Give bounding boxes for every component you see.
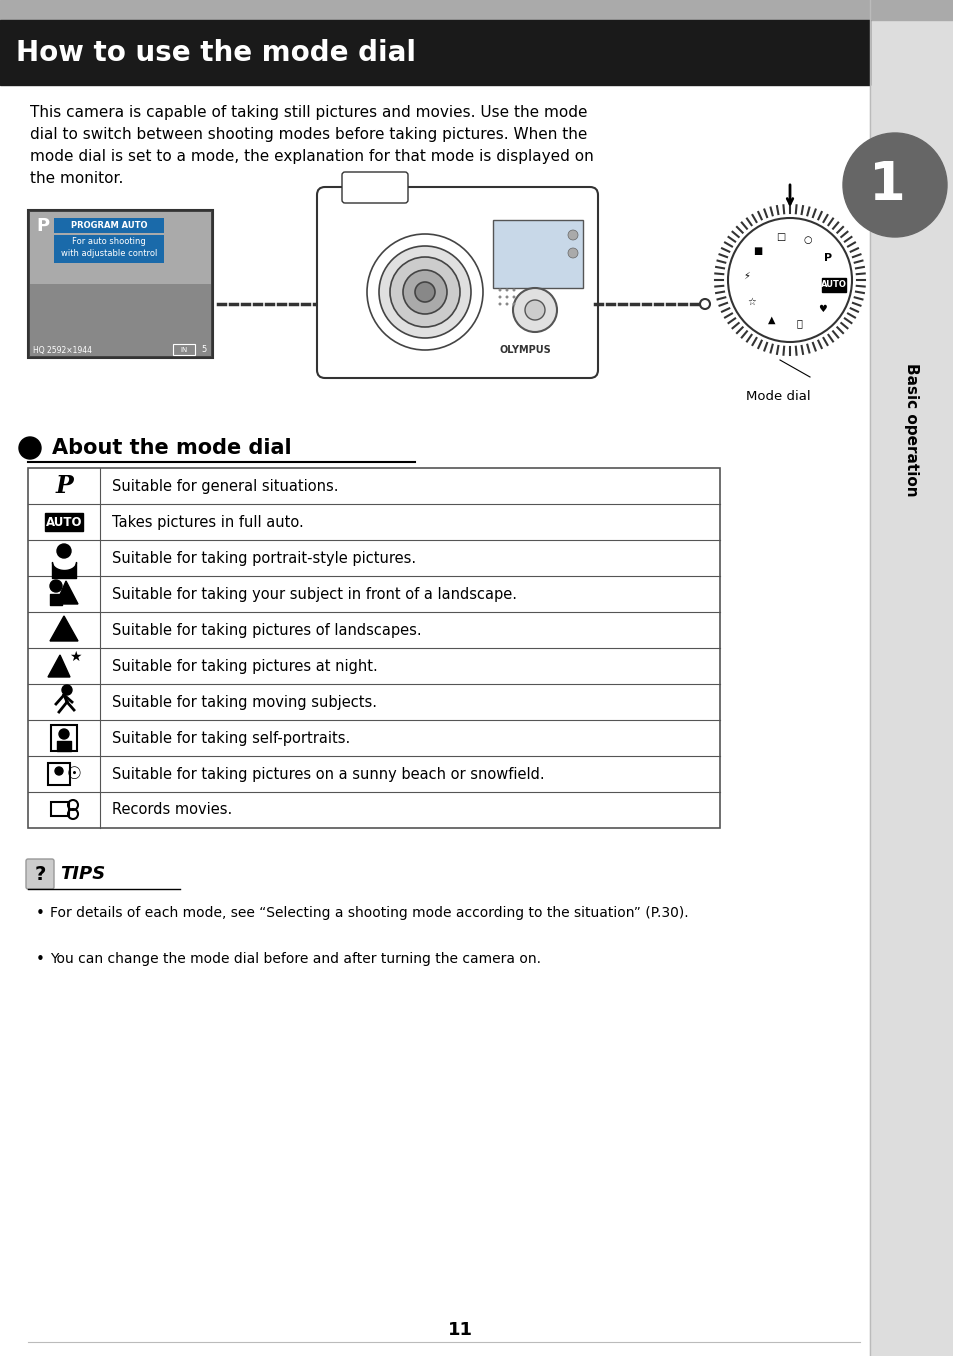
Circle shape <box>367 235 482 350</box>
Text: •: • <box>36 906 45 921</box>
Text: ☉: ☉ <box>67 765 81 782</box>
Text: Suitable for taking pictures at night.: Suitable for taking pictures at night. <box>112 659 377 674</box>
Circle shape <box>524 300 544 320</box>
Text: OLYMPUS: OLYMPUS <box>499 344 551 355</box>
Bar <box>0 20 869 85</box>
Text: ⛰: ⛰ <box>796 319 801 328</box>
Bar <box>48 763 70 785</box>
Text: HQ 2592×1944: HQ 2592×1944 <box>33 347 91 355</box>
Circle shape <box>57 544 71 559</box>
Text: IN: IN <box>180 347 188 353</box>
Circle shape <box>55 767 63 776</box>
Circle shape <box>512 302 515 305</box>
Text: ○: ○ <box>802 235 811 245</box>
Polygon shape <box>50 616 78 641</box>
Circle shape <box>378 245 471 338</box>
FancyBboxPatch shape <box>341 172 408 203</box>
Bar <box>54 218 164 233</box>
Bar <box>28 468 720 829</box>
Circle shape <box>505 302 508 305</box>
Polygon shape <box>56 580 78 603</box>
Text: P: P <box>823 254 831 263</box>
Text: ■: ■ <box>752 245 761 255</box>
Bar <box>54 235 164 263</box>
Text: with adjustable control: with adjustable control <box>61 248 157 258</box>
Text: ▲: ▲ <box>767 315 775 325</box>
Circle shape <box>498 296 501 298</box>
Text: Suitable for taking moving subjects.: Suitable for taking moving subjects. <box>112 694 376 709</box>
Text: Suitable for taking portrait-style pictures.: Suitable for taking portrait-style pictu… <box>112 551 416 565</box>
Text: This camera is capable of taking still pictures and movies. Use the mode: This camera is capable of taking still p… <box>30 104 587 119</box>
Circle shape <box>512 296 515 298</box>
Text: AUTO: AUTO <box>46 515 82 529</box>
Text: P: P <box>55 475 72 498</box>
Circle shape <box>390 258 459 327</box>
Text: Suitable for general situations.: Suitable for general situations. <box>112 479 338 494</box>
Text: Records movies.: Records movies. <box>112 803 232 818</box>
Text: Suitable for taking self-portraits.: Suitable for taking self-portraits. <box>112 731 350 746</box>
Text: Basic operation: Basic operation <box>903 363 919 496</box>
Circle shape <box>19 437 41 458</box>
Circle shape <box>50 580 62 593</box>
Text: Takes pictures in full auto.: Takes pictures in full auto. <box>112 514 303 529</box>
Circle shape <box>498 302 501 305</box>
Circle shape <box>567 231 578 240</box>
Text: mode dial is set to a mode, the explanation for that mode is displayed on: mode dial is set to a mode, the explanat… <box>30 149 593 164</box>
Bar <box>493 220 582 287</box>
Circle shape <box>402 270 447 315</box>
FancyBboxPatch shape <box>26 858 54 890</box>
Bar <box>821 278 845 292</box>
Bar <box>51 725 77 751</box>
Text: ?: ? <box>34 865 46 884</box>
Text: For details of each mode, see “Selecting a shooting mode according to the situat: For details of each mode, see “Selecting… <box>50 906 688 919</box>
Text: ♥: ♥ <box>818 305 826 315</box>
Text: TIPS: TIPS <box>60 865 105 883</box>
Circle shape <box>62 685 71 696</box>
Bar <box>30 212 211 283</box>
Text: ★: ★ <box>69 650 81 664</box>
Bar <box>51 801 69 816</box>
Text: ☆: ☆ <box>747 297 756 306</box>
Bar <box>869 0 953 1356</box>
Bar <box>30 212 211 357</box>
Text: Suitable for taking pictures on a sunny beach or snowfield.: Suitable for taking pictures on a sunny … <box>112 766 544 781</box>
Circle shape <box>498 289 501 292</box>
Text: You can change the mode dial before and after turning the camera on.: You can change the mode dial before and … <box>50 952 540 965</box>
Bar <box>0 0 953 20</box>
Text: 5: 5 <box>201 346 206 354</box>
Circle shape <box>567 248 578 258</box>
FancyBboxPatch shape <box>316 187 598 378</box>
Circle shape <box>505 296 508 298</box>
Text: Suitable for taking pictures of landscapes.: Suitable for taking pictures of landscap… <box>112 622 421 637</box>
Circle shape <box>59 730 69 739</box>
Text: P: P <box>36 217 49 235</box>
Text: Mode dial: Mode dial <box>745 391 809 403</box>
Text: PROGRAM AUTO: PROGRAM AUTO <box>71 221 147 231</box>
Text: dial to switch between shooting modes before taking pictures. When the: dial to switch between shooting modes be… <box>30 127 587 142</box>
Bar <box>172 344 194 355</box>
Text: For auto shooting: For auto shooting <box>72 237 146 247</box>
Text: 1: 1 <box>868 159 904 212</box>
Text: AUTO: AUTO <box>820 281 846 289</box>
Circle shape <box>727 218 851 342</box>
Bar <box>45 513 83 532</box>
Circle shape <box>842 133 946 237</box>
Circle shape <box>700 300 709 309</box>
Text: □: □ <box>776 232 784 241</box>
Circle shape <box>512 289 515 292</box>
Circle shape <box>505 289 508 292</box>
Text: About the mode dial: About the mode dial <box>52 438 292 458</box>
Text: 11: 11 <box>447 1321 472 1338</box>
Circle shape <box>415 282 435 302</box>
Text: How to use the mode dial: How to use the mode dial <box>16 39 416 66</box>
Bar <box>28 210 213 358</box>
Text: Suitable for taking your subject in front of a landscape.: Suitable for taking your subject in fron… <box>112 587 517 602</box>
Text: ⚡: ⚡ <box>742 270 749 281</box>
Polygon shape <box>48 655 70 677</box>
Circle shape <box>513 287 557 332</box>
Text: the monitor.: the monitor. <box>30 171 123 186</box>
Text: •: • <box>36 952 45 967</box>
